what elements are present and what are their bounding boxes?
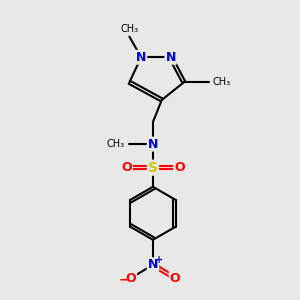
Text: +: +	[155, 254, 164, 265]
Text: N: N	[148, 138, 158, 151]
Text: O: O	[170, 272, 180, 285]
Text: N: N	[165, 51, 176, 64]
Text: S: S	[148, 161, 158, 175]
Text: CH₃: CH₃	[212, 77, 230, 87]
Text: N: N	[148, 258, 158, 271]
Text: O: O	[121, 161, 132, 174]
Text: N: N	[136, 51, 146, 64]
Text: CH₃: CH₃	[107, 139, 125, 149]
Text: O: O	[125, 272, 136, 285]
Text: O: O	[174, 161, 185, 174]
Text: CH₃: CH₃	[120, 24, 139, 34]
Text: −: −	[119, 273, 130, 286]
